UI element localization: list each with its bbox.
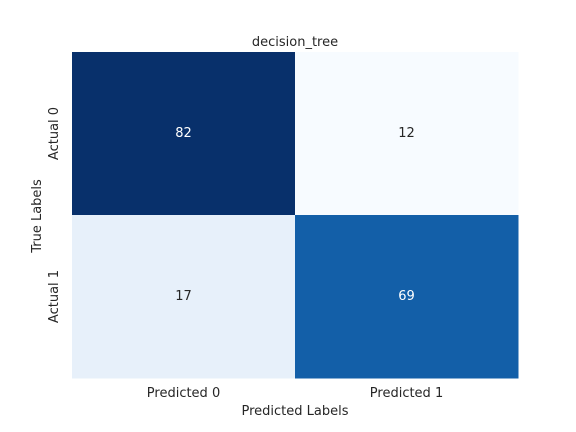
y-tick-labels: Actual 0 Actual 1 bbox=[47, 107, 62, 323]
cell-value-label-r1-c0: 17 bbox=[175, 289, 192, 304]
heatmap-cells bbox=[72, 52, 519, 379]
y-tick-label: Actual 0 bbox=[47, 107, 62, 160]
cell-value-label-r0-c1: 12 bbox=[398, 126, 415, 141]
cell-value-label-r1-c1: 69 bbox=[398, 289, 415, 304]
y-tick-label: Actual 1 bbox=[47, 270, 62, 323]
heatmap-cell-r0-c0 bbox=[72, 52, 296, 216]
chart-title: decision_tree bbox=[252, 35, 338, 50]
x-tick-label: Predicted 1 bbox=[370, 386, 443, 401]
heatmap-cell-r0-c1 bbox=[295, 52, 519, 216]
heatmap-cell-r1-c1 bbox=[295, 215, 519, 379]
cell-value-label-r0-c0: 82 bbox=[175, 126, 192, 141]
x-axis-title: Predicted Labels bbox=[241, 404, 348, 419]
x-tick-label: Predicted 0 bbox=[147, 386, 220, 401]
x-tick-labels: Predicted 0 Predicted 1 bbox=[147, 386, 443, 401]
heatmap-cell-r1-c0 bbox=[72, 215, 296, 379]
heatmap-cell-labels: 82 12 17 69 bbox=[175, 126, 415, 304]
y-axis-title: True Labels bbox=[30, 179, 45, 254]
